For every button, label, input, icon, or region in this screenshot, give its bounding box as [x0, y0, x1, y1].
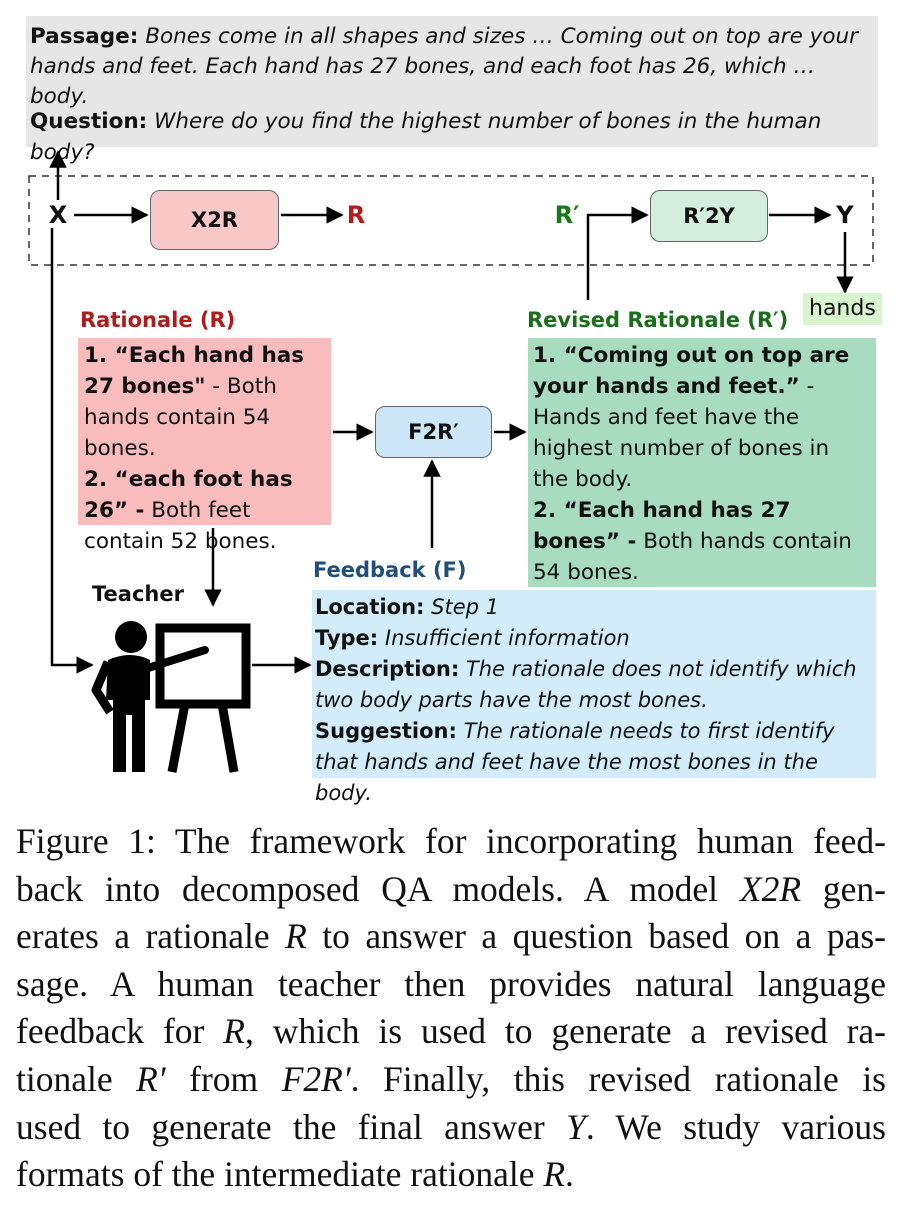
rationale-box: 1. “Each hand has 27 bones" - Both hands…: [78, 338, 331, 554]
caption-line: formats of the intermediate rationale R.: [16, 1154, 574, 1195]
question: Question: Where do you find the highest …: [30, 109, 822, 165]
y-label: Y: [836, 201, 854, 229]
r-label: R: [346, 201, 366, 229]
x2r-node: X2R: [150, 190, 279, 250]
caption: Figure 1: The framework for incorporatin…: [16, 818, 886, 1199]
arrow: [586, 206, 649, 300]
step: 1. “Coming out on top are your hands and…: [533, 343, 850, 492]
step: 2. “each foot has 26” - Both feet contai…: [84, 467, 293, 554]
caption-line: back into decomposed QA models. A model …: [16, 868, 886, 909]
answer: hands: [803, 293, 882, 325]
arrows: [26, 16, 878, 773]
dashed-box: [28, 175, 874, 266]
step: 2. “Each hand has 27 bones” - Both hands…: [533, 498, 852, 585]
r2y-node: R′2Y: [650, 190, 768, 242]
feedback-item: Suggestion: The rationale needs to first…: [315, 719, 835, 805]
arrow: [50, 228, 94, 674]
caption-line: Figure 1: The framework for incorporatin…: [16, 821, 886, 861]
feedback-item: Type: Insufficient information: [315, 626, 630, 650]
passage-bg: [26, 16, 878, 147]
teacher-label: Teacher: [92, 582, 184, 606]
caption-line: feedback for R, which is used to generat…: [16, 1011, 886, 1052]
caption-line: used to generate the final answer Y. We …: [16, 1106, 887, 1147]
passage: Passage: Bones come in all shapes and si…: [30, 24, 858, 109]
feedback-item: Location: Step 1: [315, 595, 499, 619]
feedback-box: Location: Step 1 Type: Insufficient info…: [312, 590, 876, 805]
revised-box: 1. “Coming out on top are your hands and…: [528, 338, 876, 647]
f2r-node: F2R′: [375, 406, 492, 458]
feedback-item: Description: The rationale does not iden…: [315, 657, 857, 712]
teacher-icon: [91, 621, 251, 773]
x-label: X: [48, 201, 68, 229]
caption-line: erates a rationale R to answer a questio…: [16, 916, 886, 957]
caption-line: sage. A human teacher then provides natu…: [16, 963, 886, 1004]
revised-label: Revised Rationale (R′): [527, 308, 789, 332]
r-prime-label: R′: [554, 201, 580, 229]
feedback-label: Feedback (F): [313, 558, 467, 582]
caption-line: tionale R′ from F2R′. Finally, this revi…: [16, 1058, 886, 1099]
step: 1. “Each hand has 27 bones" - Both hands…: [84, 343, 305, 461]
rationale-label: Rationale (R): [80, 308, 236, 332]
